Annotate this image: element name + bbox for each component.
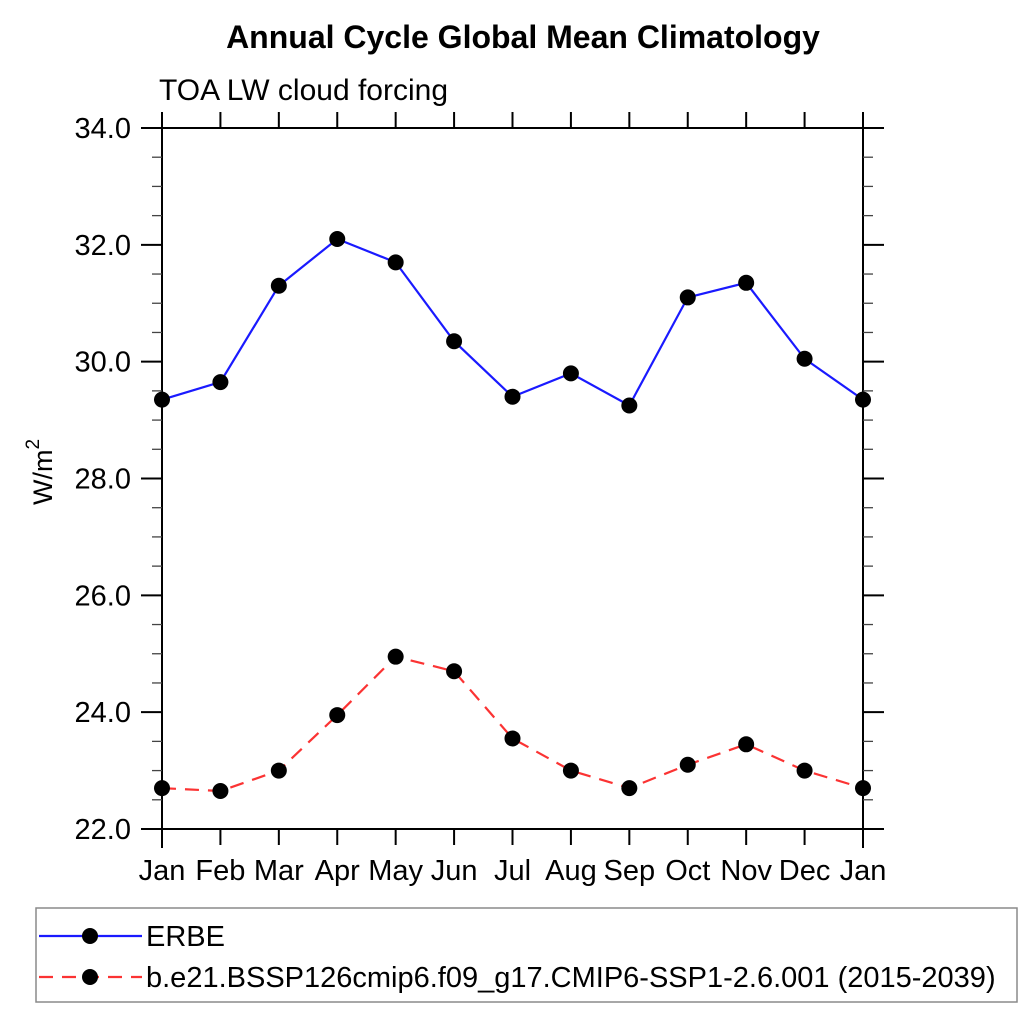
y-tick-label: 32.0	[75, 230, 131, 262]
x-tick-label: Mar	[254, 855, 304, 887]
series-marker	[504, 388, 521, 405]
series-marker	[738, 736, 755, 753]
x-tick-label: Jul	[494, 855, 531, 887]
x-tick-label: Aug	[545, 855, 597, 887]
y-axis-unit-label: W/m2	[23, 439, 58, 505]
x-tick-label: Sep	[604, 855, 656, 887]
x-tick-label: May	[368, 855, 423, 887]
x-tick-label: Jan	[139, 855, 186, 887]
y-axis-unit-base: W/m	[28, 450, 58, 505]
x-tick-label: Dec	[779, 855, 831, 887]
axes: Jan Feb Mar Apr May Jun Jul Aug Sep Oct Nov Dec Jan2…	[75, 112, 887, 887]
series-line-model	[161, 655, 864, 793]
series-marker	[154, 391, 170, 408]
series-marker	[562, 762, 579, 779]
legend-label-erbe: ERBE	[146, 921, 225, 953]
series-marker	[387, 648, 404, 665]
series-marker	[796, 350, 813, 367]
y-tick-label: 24.0	[75, 697, 131, 729]
legend-sample-marker	[82, 928, 98, 944]
y-axis-unit-exponent: 2	[23, 439, 44, 450]
legend-label-model: b.e21.BSSP126cmip6.f09_g17.CMIP6-SSP1-2.…	[146, 962, 996, 994]
series-marker	[562, 365, 579, 382]
series-marker	[154, 780, 170, 797]
data-series	[154, 230, 871, 800]
y-tick-label: 22.0	[75, 814, 131, 846]
legend-line-samples	[39, 928, 142, 985]
series-marker	[329, 230, 346, 247]
series-marker	[446, 333, 463, 350]
x-tick-label: Feb	[195, 855, 245, 887]
legend-sample-marker	[82, 969, 98, 985]
series-marker	[329, 707, 346, 724]
x-tick-label: Oct	[665, 855, 710, 887]
series-marker	[796, 762, 813, 779]
series-marker	[738, 274, 755, 291]
series-marker	[212, 374, 229, 391]
x-tick-label: Jan	[840, 855, 887, 887]
legend-box	[35, 907, 1018, 1003]
x-tick-label: Apr	[315, 855, 360, 887]
y-tick-label: 34.0	[75, 113, 131, 145]
series-marker	[679, 289, 696, 306]
series-marker	[504, 730, 521, 747]
series-marker	[621, 780, 638, 797]
x-tick-label: Nov	[720, 855, 772, 887]
series-marker	[270, 762, 287, 779]
series-marker	[855, 391, 871, 408]
legend: ERBE b.e21.BSSP126cmip6.f09_g17.CMIP6-SS…	[35, 907, 1018, 1003]
series-marker	[679, 756, 696, 773]
x-tick-label: Jun	[431, 855, 478, 887]
y-tick-label: 30.0	[75, 347, 131, 379]
y-tick-label: 26.0	[75, 580, 131, 612]
y-tick-label: 28.0	[75, 464, 131, 496]
chart-subtitle: TOA LW cloud forcing	[159, 74, 448, 107]
series-marker	[387, 254, 404, 271]
chart-title: Annual Cycle Global Mean Climatology	[226, 19, 820, 55]
series-line-erbe	[161, 237, 864, 407]
series-marker	[446, 663, 463, 680]
series-marker	[212, 783, 229, 800]
series-marker	[270, 277, 287, 294]
series-marker	[621, 397, 638, 414]
series-marker	[855, 780, 871, 797]
